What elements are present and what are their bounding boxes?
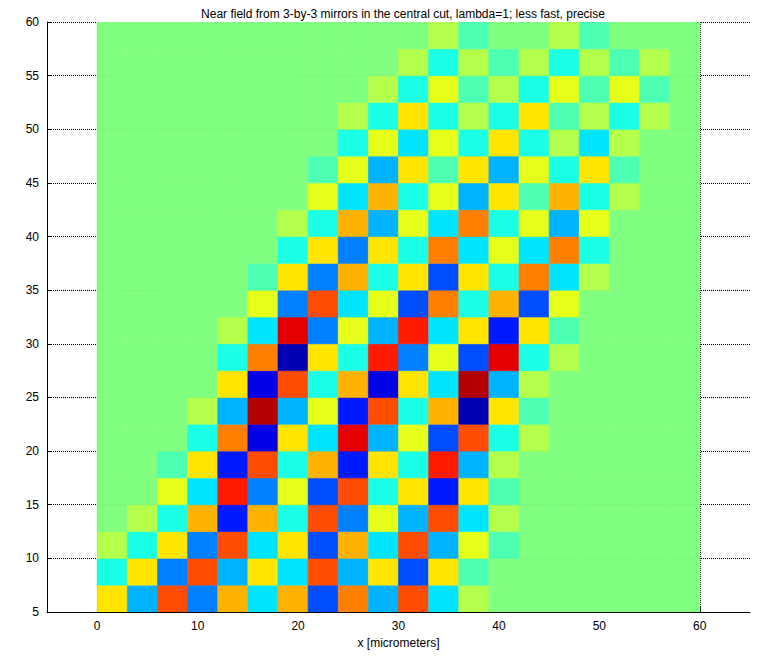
svg-text:50: 50	[26, 122, 40, 136]
svg-text:10: 10	[26, 551, 40, 565]
svg-text:60: 60	[693, 619, 707, 633]
svg-text:50: 50	[593, 619, 607, 633]
svg-text:35: 35	[26, 283, 40, 297]
svg-text:60: 60	[26, 15, 40, 29]
svg-text:25: 25	[26, 390, 40, 404]
svg-text:Near field from 3-by-3 mirrors: Near field from 3-by-3 mirrors in the ce…	[201, 7, 605, 21]
svg-text:20: 20	[26, 444, 40, 458]
svg-text:30: 30	[26, 337, 40, 351]
svg-text:20: 20	[291, 619, 305, 633]
svg-text:45: 45	[26, 176, 40, 190]
svg-text:40: 40	[492, 619, 506, 633]
svg-text:55: 55	[26, 69, 40, 83]
svg-text:10: 10	[191, 619, 205, 633]
svg-text:30: 30	[392, 619, 406, 633]
svg-text:40: 40	[26, 230, 40, 244]
svg-text:0: 0	[94, 619, 101, 633]
svg-text:x [micrometers]: x [micrometers]	[357, 636, 439, 650]
svg-text:5: 5	[32, 605, 39, 619]
svg-text:15: 15	[26, 498, 40, 512]
